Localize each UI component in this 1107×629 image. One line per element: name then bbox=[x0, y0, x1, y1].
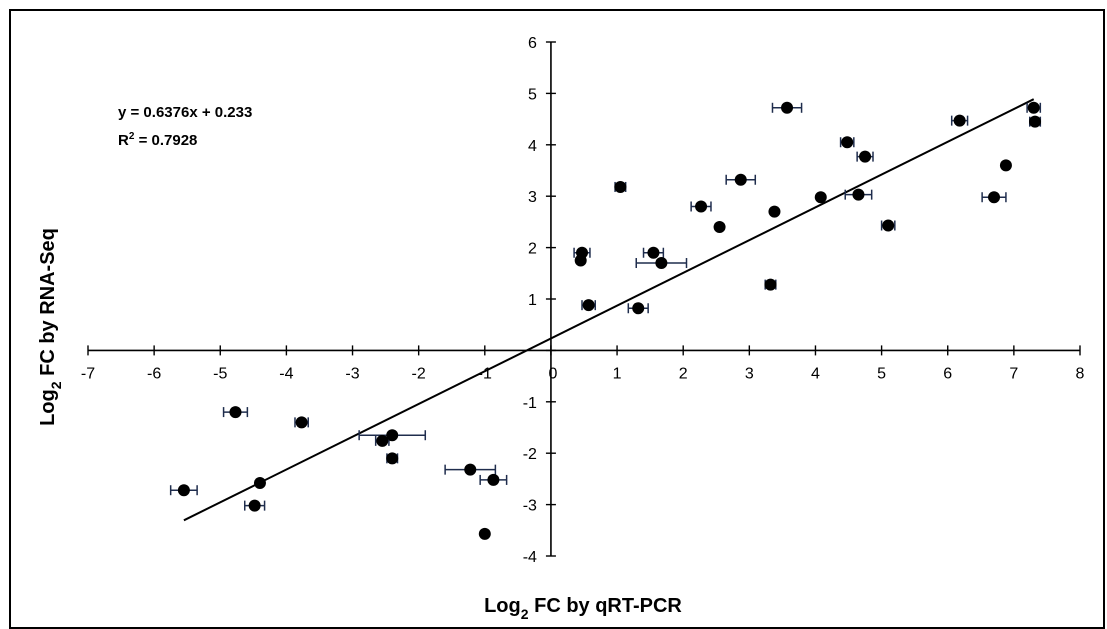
y-tick-label: 5 bbox=[528, 86, 537, 103]
data-point bbox=[999, 159, 1012, 172]
data-point bbox=[464, 463, 477, 476]
y-tick-label: 1 bbox=[528, 292, 537, 309]
x-tick-label: -3 bbox=[345, 365, 359, 382]
y-tick-label: 2 bbox=[528, 241, 537, 258]
data-point bbox=[953, 114, 966, 127]
y-tick-label: 6 bbox=[528, 35, 537, 52]
data-point bbox=[988, 191, 1001, 204]
x-tick-label: 2 bbox=[679, 365, 688, 382]
error-bars bbox=[169, 102, 1042, 511]
y-axis-title: Log2 FC by RNA-Seq bbox=[37, 228, 64, 426]
y-tick-label: 4 bbox=[528, 138, 537, 155]
data-point bbox=[781, 101, 794, 114]
y-axis-title-rest: FC by RNA-Seq bbox=[37, 228, 59, 381]
x-tick-label: -7 bbox=[81, 365, 95, 382]
x-tick-label: 7 bbox=[1009, 365, 1018, 382]
data-point bbox=[841, 136, 854, 149]
data-point bbox=[253, 477, 266, 490]
x-tick-label: 8 bbox=[1076, 365, 1085, 382]
x-axis-title: Log2 FC by qRT-PCR bbox=[484, 595, 682, 622]
y-tick-label: -1 bbox=[523, 395, 537, 412]
data-point bbox=[764, 278, 777, 291]
data-point bbox=[814, 191, 827, 204]
data-point bbox=[882, 219, 895, 232]
r-squared-sup: 2 bbox=[129, 131, 135, 142]
x-tick-label: -2 bbox=[412, 365, 426, 382]
data-point bbox=[574, 254, 587, 267]
equation-label: y = 0.6376x + 0.233 bbox=[118, 104, 252, 121]
y-tick-label: 3 bbox=[528, 189, 537, 206]
y-tick-label: -4 bbox=[523, 549, 537, 566]
data-point bbox=[852, 188, 865, 201]
data-point bbox=[768, 205, 781, 218]
data-point bbox=[695, 200, 708, 213]
y-axis-title-main: Log bbox=[37, 389, 59, 426]
x-tick-label: 3 bbox=[745, 365, 754, 382]
data-point bbox=[386, 452, 399, 465]
data-point bbox=[713, 221, 726, 234]
data-point bbox=[582, 299, 595, 312]
data-point bbox=[647, 246, 660, 259]
data-point bbox=[478, 527, 491, 540]
data-point bbox=[1027, 101, 1040, 114]
x-tick-label: 5 bbox=[877, 365, 886, 382]
trendline-layer bbox=[183, 98, 1035, 522]
trendline bbox=[183, 98, 1035, 522]
x-tick-label: 6 bbox=[943, 365, 952, 382]
data-point bbox=[1029, 115, 1042, 128]
x-tick-label: -6 bbox=[147, 365, 161, 382]
r-squared-label: R2 = 0.7928 bbox=[118, 131, 197, 149]
data-point bbox=[655, 257, 668, 270]
x-tick-label: 4 bbox=[811, 365, 820, 382]
x-axis-title-sub: 2 bbox=[521, 606, 529, 622]
r-squared-main: R bbox=[118, 132, 129, 149]
data-point bbox=[614, 180, 627, 193]
data-point bbox=[177, 484, 190, 497]
x-axis-title-main: Log bbox=[484, 595, 521, 617]
r-squared-rest: = 0.7928 bbox=[134, 132, 197, 149]
y-axis-title-sub: 2 bbox=[48, 381, 64, 389]
data-point bbox=[229, 406, 242, 419]
y-tick-label: -2 bbox=[523, 446, 537, 463]
data-points bbox=[177, 101, 1042, 540]
data-point bbox=[376, 434, 389, 447]
axes bbox=[87, 41, 1081, 557]
chart-frame bbox=[9, 9, 1105, 629]
data-point bbox=[386, 429, 399, 442]
x-tick-label: -5 bbox=[213, 365, 227, 382]
x-tick-label: 1 bbox=[613, 365, 622, 382]
data-point bbox=[248, 499, 261, 512]
data-point bbox=[632, 302, 645, 315]
x-tick-label: -4 bbox=[279, 365, 293, 382]
x-tick-label: 0 bbox=[548, 365, 557, 382]
y-tick-label: -3 bbox=[523, 498, 537, 515]
data-point bbox=[734, 173, 747, 186]
data-point bbox=[487, 473, 500, 486]
data-point bbox=[859, 150, 872, 163]
x-axis-title-rest: FC by qRT-PCR bbox=[529, 595, 683, 617]
data-point bbox=[295, 416, 308, 429]
